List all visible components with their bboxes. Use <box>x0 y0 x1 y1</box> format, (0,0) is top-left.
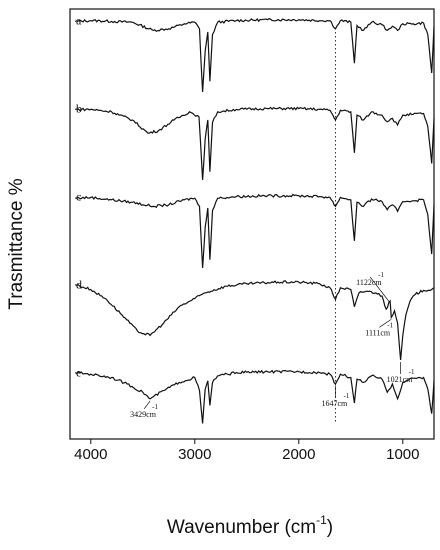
series-line-b <box>75 106 435 180</box>
series-line-d <box>74 280 435 361</box>
x-axis-title-sup: -1 <box>316 513 327 527</box>
annotation-leader <box>369 276 391 304</box>
x-axis-title-main: Wavenumber (cm <box>167 517 316 538</box>
x-axis-title-close: ) <box>327 517 333 538</box>
series-line-e <box>74 369 435 424</box>
annotation-label: 1647cm <box>322 399 349 408</box>
x-tick-label-2000: 2000 <box>282 446 315 463</box>
x-tick-label-4000: 4000 <box>74 446 107 463</box>
series-line-a <box>74 17 435 92</box>
annotation-leader <box>143 400 151 410</box>
annotation-label: 3429cm <box>130 410 157 419</box>
plot-border <box>69 8 435 440</box>
series-label-a: a <box>76 14 82 28</box>
x-tick-label-3000: 3000 <box>178 446 211 463</box>
annotation-leader <box>379 319 392 328</box>
annotation-label-sup: -1 <box>344 392 350 400</box>
x-tick-label-1000: 1000 <box>386 446 419 463</box>
series-line-c <box>75 193 435 268</box>
annotation-label-sup: -1 <box>152 403 158 411</box>
annotation-label-sup: -1 <box>378 271 384 279</box>
annotation-label-sup: -1 <box>387 321 393 329</box>
series-label-d: d <box>76 278 82 292</box>
series-label-layer: a b c d e <box>76 14 82 380</box>
series-label-c: c <box>76 190 81 204</box>
annotation-label-sup: -1 <box>409 368 415 376</box>
series-label-b: b <box>76 102 82 116</box>
x-axis-title: Wavenumber (cm-1) <box>167 513 333 538</box>
x-axis-ticks: 4000 3000 2000 1000 <box>74 439 419 463</box>
annotation-label: 1111cm <box>365 328 391 337</box>
plot-frame <box>69 8 435 440</box>
annotation-label: 1122cm <box>356 278 382 287</box>
y-axis-title: Trasmittance % <box>6 178 27 309</box>
series-layer <box>74 17 435 424</box>
annotation-label: 1021cm <box>387 375 414 384</box>
series-label-e: e <box>76 366 81 380</box>
